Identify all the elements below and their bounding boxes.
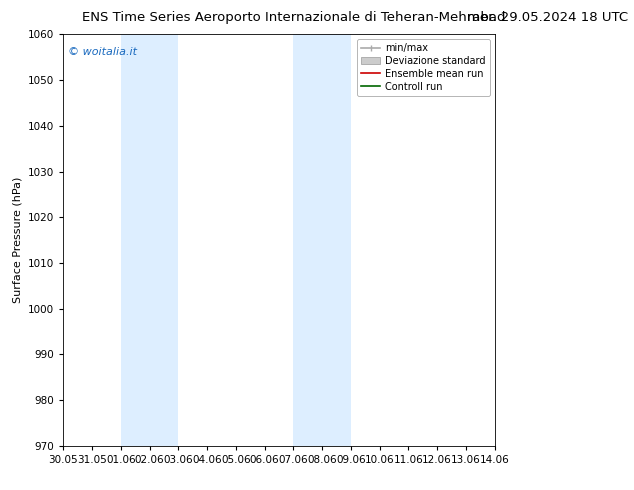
Bar	[294, 34, 351, 446]
Legend: min/max, Deviazione standard, Ensemble mean run, Controll run: min/max, Deviazione standard, Ensemble m…	[357, 39, 489, 96]
Bar	[121, 34, 178, 446]
Text: ENS Time Series Aeroporto Internazionale di Teheran-Mehrabad: ENS Time Series Aeroporto Internazionale…	[82, 11, 506, 24]
Text: mer. 29.05.2024 18 UTC: mer. 29.05.2024 18 UTC	[467, 11, 628, 24]
Text: © woitalia.it: © woitalia.it	[68, 47, 137, 57]
Y-axis label: Surface Pressure (hPa): Surface Pressure (hPa)	[13, 177, 23, 303]
